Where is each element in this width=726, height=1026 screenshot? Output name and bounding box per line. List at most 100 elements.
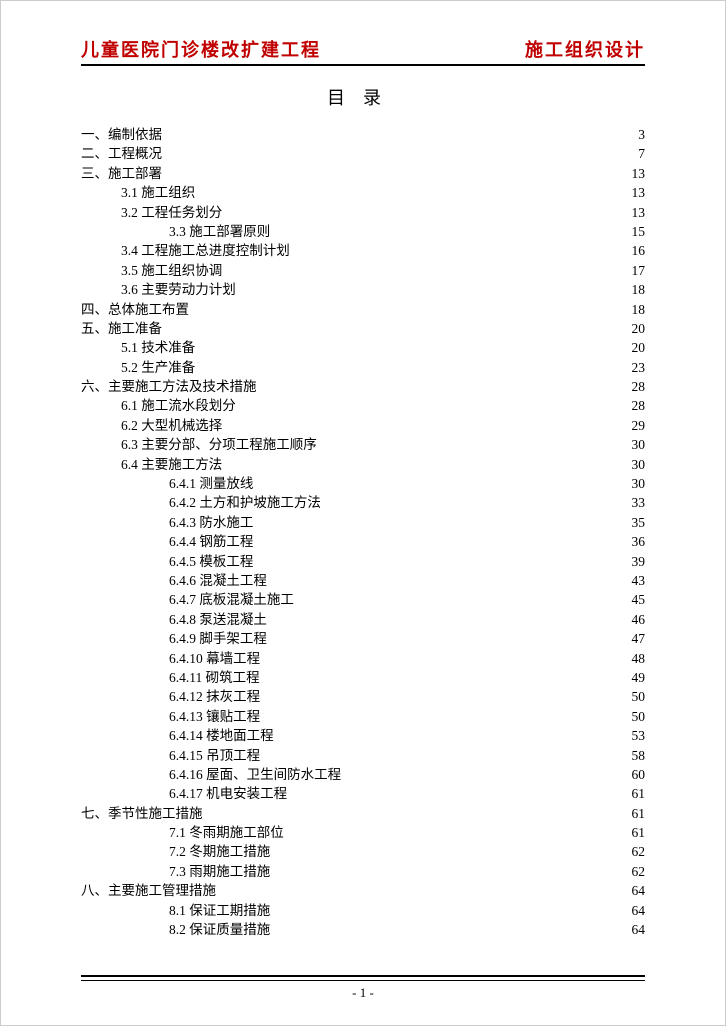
toc-entry-label: 二、工程概况 bbox=[81, 145, 162, 164]
toc-entry-label: 6.4.2 土方和护坡施工方法 bbox=[169, 494, 321, 513]
toc-entry-page: 35 bbox=[625, 514, 645, 533]
toc-entry: 6.2 大型机械选择29 bbox=[81, 417, 645, 436]
toc-entry-page: 60 bbox=[625, 766, 645, 785]
toc-entry: 8.1 保证工期措施64 bbox=[81, 902, 645, 921]
toc-entry-page: 47 bbox=[625, 630, 645, 649]
toc-entry-label: 6.4.7 底板混凝土施工 bbox=[169, 591, 294, 610]
header-left: 儿童医院门诊楼改扩建工程 bbox=[81, 36, 321, 62]
toc-entry-label: 5.2 生产准备 bbox=[121, 359, 195, 378]
toc-entry: 一、编制依据3 bbox=[81, 126, 645, 145]
toc-entry-page: 48 bbox=[625, 650, 645, 669]
toc-entry-page: 61 bbox=[625, 785, 645, 804]
toc-entry-label: 5.1 技术准备 bbox=[121, 339, 195, 358]
footer-rule-top bbox=[81, 975, 645, 977]
toc-entry-page: 46 bbox=[625, 611, 645, 630]
toc-entry: 6.1 施工流水段划分28 bbox=[81, 397, 645, 416]
toc-entry-label: 6.4.4 钢筋工程 bbox=[169, 533, 253, 552]
toc-entry-page: 30 bbox=[625, 475, 645, 494]
toc-entry-label: 6.4.3 防水施工 bbox=[169, 514, 253, 533]
toc-entry-page: 17 bbox=[625, 262, 645, 281]
toc-entry: 6.4.10 幕墙工程 48 bbox=[81, 650, 645, 669]
toc-entry-label: 3.1 施工组织 bbox=[121, 184, 195, 203]
toc-entry: 6.4.17 机电安装工程61 bbox=[81, 785, 645, 804]
table-of-contents: 一、编制依据3二、工程概况7三、施工部署133.1 施工组织133.2 工程任务… bbox=[81, 126, 645, 940]
toc-entry-label: 8.2 保证质量措施 bbox=[169, 921, 270, 940]
toc-entry-page: 58 bbox=[625, 747, 645, 766]
toc-entry-label: 6.4.15 吊顶工程 bbox=[169, 747, 260, 766]
toc-entry: 3.6 主要劳动力计划18 bbox=[81, 281, 645, 300]
toc-entry-label: 7.3 雨期施工措施 bbox=[169, 863, 270, 882]
toc-entry-page: 18 bbox=[625, 301, 645, 320]
toc-entry-label: 3.6 主要劳动力计划 bbox=[121, 281, 236, 300]
toc-entry: 3.1 施工组织13 bbox=[81, 184, 645, 203]
toc-entry-page: 28 bbox=[625, 378, 645, 397]
toc-entry-page: 33 bbox=[625, 494, 645, 513]
toc-entry: 3.2 工程任务划分 13 bbox=[81, 204, 645, 223]
toc-entry: 6.4.4 钢筋工程 36 bbox=[81, 533, 645, 552]
toc-entry-label: 6.4.12 抹灰工程 bbox=[169, 688, 260, 707]
toc-entry: 6.4.2 土方和护坡施工方法 33 bbox=[81, 494, 645, 513]
toc-entry-page: 64 bbox=[625, 902, 645, 921]
toc-entry-label: 6.4.10 幕墙工程 bbox=[169, 650, 260, 669]
toc-entry-label: 6.4.14 楼地面工程 bbox=[169, 727, 274, 746]
toc-entry-label: 6.3 主要分部、分项工程施工顺序 bbox=[121, 436, 317, 455]
toc-entry-label: 6.4.13 镶贴工程 bbox=[169, 708, 260, 727]
toc-entry-page: 50 bbox=[625, 688, 645, 707]
toc-entry: 七、季节性施工措施61 bbox=[81, 805, 645, 824]
toc-entry-label: 六、主要施工方法及技术措施 bbox=[81, 378, 257, 397]
toc-entry: 6.4.5 模板工程39 bbox=[81, 553, 645, 572]
toc-entry: 二、工程概况 7 bbox=[81, 145, 645, 164]
toc-entry-label: 五、施工准备 bbox=[81, 320, 162, 339]
toc-entry: 八、主要施工管理措施64 bbox=[81, 882, 645, 901]
toc-entry-label: 6.4 主要施工方法 bbox=[121, 456, 222, 475]
toc-entry-label: 3.4 工程施工总进度控制计划 bbox=[121, 242, 290, 261]
toc-entry-label: 一、编制依据 bbox=[81, 126, 162, 145]
page-header: 儿童医院门诊楼改扩建工程 施工组织设计 bbox=[81, 36, 645, 66]
toc-entry-label: 3.2 工程任务划分 bbox=[121, 204, 222, 223]
toc-entry-page: 30 bbox=[625, 456, 645, 475]
toc-entry: 6.3 主要分部、分项工程施工顺序30 bbox=[81, 436, 645, 455]
toc-entry-page: 36 bbox=[625, 533, 645, 552]
toc-entry: 6.4.16 屋面、卫生间防水工程 60 bbox=[81, 766, 645, 785]
toc-entry-label: 7.2 冬期施工措施 bbox=[169, 843, 270, 862]
toc-entry-page: 50 bbox=[625, 708, 645, 727]
toc-entry: 6.4.13 镶贴工程 50 bbox=[81, 708, 645, 727]
toc-entry-page: 49 bbox=[625, 669, 645, 688]
toc-entry-label: 6.4.11 砌筑工程 bbox=[169, 669, 260, 688]
toc-entry: 7.1 冬雨期施工部位 61 bbox=[81, 824, 645, 843]
toc-entry: 6.4.11 砌筑工程 49 bbox=[81, 669, 645, 688]
toc-entry: 8.2 保证质量措施64 bbox=[81, 921, 645, 940]
toc-entry: 6.4.15 吊顶工程 58 bbox=[81, 747, 645, 766]
toc-entry: 3.4 工程施工总进度控制计划 16 bbox=[81, 242, 645, 261]
toc-entry-page: 13 bbox=[625, 204, 645, 223]
toc-entry: 五、施工准备 20 bbox=[81, 320, 645, 339]
toc-entry: 6.4.6 混凝土工程43 bbox=[81, 572, 645, 591]
toc-entry: 三、施工部署13 bbox=[81, 165, 645, 184]
toc-entry-page: 20 bbox=[625, 320, 645, 339]
toc-entry-label: 三、施工部署 bbox=[81, 165, 162, 184]
toc-entry: 7.3 雨期施工措施 62 bbox=[81, 863, 645, 882]
toc-title: 目录 bbox=[81, 84, 645, 110]
toc-entry-page: 16 bbox=[625, 242, 645, 261]
toc-entry: 6.4.8 泵送混凝土46 bbox=[81, 611, 645, 630]
toc-entry: 四、总体施工布置18 bbox=[81, 301, 645, 320]
toc-entry-label: 6.4.16 屋面、卫生间防水工程 bbox=[169, 766, 341, 785]
toc-entry-page: 62 bbox=[625, 863, 645, 882]
toc-entry-page: 62 bbox=[625, 843, 645, 862]
toc-entry-label: 七、季节性施工措施 bbox=[81, 805, 203, 824]
toc-entry-label: 6.4.9 脚手架工程 bbox=[169, 630, 267, 649]
toc-entry: 7.2 冬期施工措施 62 bbox=[81, 843, 645, 862]
toc-entry-page: 61 bbox=[625, 824, 645, 843]
toc-entry-page: 29 bbox=[625, 417, 645, 436]
page-number: - 1 - bbox=[1, 985, 725, 1001]
toc-entry-label: 7.1 冬雨期施工部位 bbox=[169, 824, 284, 843]
toc-entry-page: 53 bbox=[625, 727, 645, 746]
toc-entry-label: 6.4.5 模板工程 bbox=[169, 553, 253, 572]
toc-entry-label: 3.5 施工组织协调 bbox=[121, 262, 222, 281]
toc-entry-label: 6.4.1 测量放线 bbox=[169, 475, 253, 494]
toc-entry: 6.4.12 抹灰工程 50 bbox=[81, 688, 645, 707]
toc-entry-page: 7 bbox=[625, 145, 645, 164]
toc-entry: 6.4 主要施工方法 30 bbox=[81, 456, 645, 475]
toc-entry-label: 八、主要施工管理措施 bbox=[81, 882, 216, 901]
toc-entry: 6.4.7 底板混凝土施工45 bbox=[81, 591, 645, 610]
